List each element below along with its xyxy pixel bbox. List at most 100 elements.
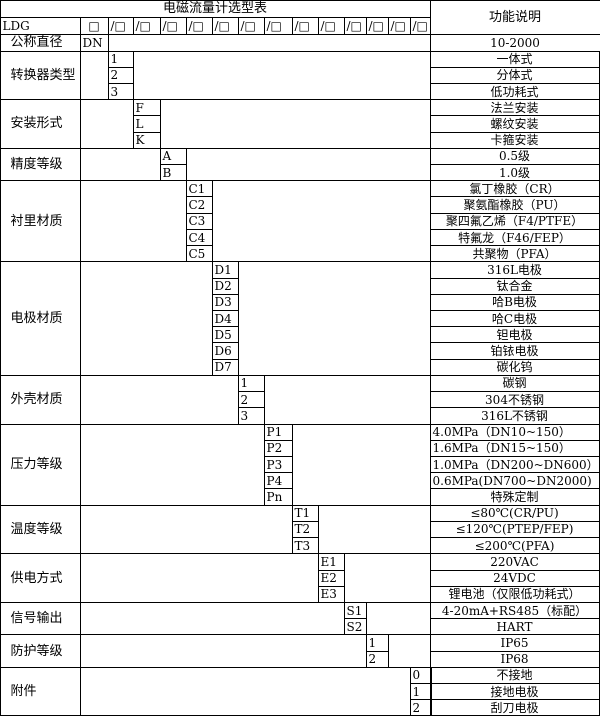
option-code: C2	[185, 196, 213, 214]
blank-cell	[132, 50, 431, 101]
group-label: 温度等级	[0, 504, 81, 555]
option-code: C5	[185, 245, 213, 263]
option-desc: 聚四氟乙烯（F4/PTFE）	[429, 212, 600, 230]
option-desc: 316L不锈钢	[429, 407, 600, 425]
option-code: B	[159, 164, 187, 182]
option-code: 1	[365, 634, 389, 652]
option-code: P4	[263, 472, 293, 490]
diameter-code: DN	[79, 33, 109, 52]
model-code-box: /□	[237, 16, 265, 35]
option-code: D2	[211, 277, 239, 295]
group-label: 供电方式	[0, 553, 81, 603]
option-code: A	[159, 147, 187, 166]
model-code-box: /□	[291, 16, 319, 35]
option-code: P1	[263, 423, 293, 441]
blank-cell	[387, 634, 431, 668]
option-code: E3	[317, 585, 345, 603]
option-desc: 特殊定制	[429, 488, 600, 506]
option-code: D4	[211, 310, 239, 328]
blank-cell	[79, 553, 319, 603]
model-code-box: /□	[409, 16, 431, 35]
option-desc: 哈C电极	[429, 310, 600, 328]
blank-cell	[79, 261, 213, 376]
option-code: 2	[409, 699, 431, 716]
blank-cell	[291, 423, 431, 506]
option-desc: 接地电极	[429, 683, 600, 701]
option-desc: 法兰安装	[429, 99, 600, 117]
option-code: S2	[343, 618, 367, 636]
option-desc: 哈B电极	[429, 293, 600, 311]
option-desc: IP65	[429, 634, 600, 652]
blank-cell	[79, 374, 239, 425]
model-code-box: /□	[263, 16, 293, 35]
option-code: D7	[211, 358, 239, 376]
blank-cell	[317, 504, 431, 555]
model-code-box: /□	[343, 16, 367, 35]
blank-cell	[79, 504, 293, 555]
option-code: 1	[237, 374, 265, 393]
option-code: 2	[237, 391, 265, 409]
blank-cell	[79, 99, 134, 149]
option-code: S1	[343, 601, 367, 620]
group-label: 外壳材质	[0, 374, 81, 425]
option-desc: IP68	[429, 650, 600, 668]
option-desc: 1.6MPa（DN15~150）	[429, 439, 600, 457]
option-desc: 1.0MPa（DN200~DN600）	[429, 455, 600, 474]
option-code: 1	[107, 50, 134, 68]
model-code-box: /□	[317, 16, 345, 35]
option-desc: 24VDC	[429, 569, 600, 587]
option-code: C4	[185, 228, 213, 247]
option-desc: 氯丁橡胶（CR）	[429, 180, 600, 198]
option-desc: HART	[429, 618, 600, 636]
blank-cell	[211, 180, 431, 263]
blank-cell	[365, 601, 431, 636]
function-header: 功能说明	[429, 0, 600, 35]
option-code: C1	[185, 180, 213, 198]
group-label: 衬里材质	[0, 180, 81, 263]
option-desc: 1.0级	[429, 164, 600, 182]
group-label: 转换器类型	[0, 50, 81, 101]
option-code: L	[132, 115, 161, 133]
option-desc: 碳化钨	[429, 358, 600, 376]
model-code-box: /□	[387, 16, 411, 35]
diameter-desc: 10-2000	[429, 33, 600, 52]
option-desc: 特氟龙（F46/FEP）	[429, 228, 600, 247]
option-desc: 304不锈钢	[429, 391, 600, 409]
model-code-box: /□	[107, 16, 134, 35]
option-desc: 螺纹安装	[429, 115, 600, 133]
option-desc: 316L电极	[429, 261, 600, 279]
option-desc: ≤200℃(PFA)	[429, 537, 600, 555]
option-code: P2	[263, 439, 293, 457]
option-desc: 分体式	[429, 66, 600, 84]
blank-cell	[79, 180, 187, 263]
option-code: 1	[409, 683, 431, 701]
option-code: C3	[185, 212, 213, 230]
blank-cell	[107, 33, 431, 52]
model-prefix: LDG	[0, 16, 81, 35]
option-code: Pn	[263, 488, 293, 506]
option-desc: 不接地	[429, 666, 600, 685]
option-desc: 聚氨酯橡胶（PU）	[429, 196, 600, 214]
blank-cell	[343, 553, 431, 603]
option-desc: ≤80℃(CR/PU)	[429, 504, 600, 522]
option-code: 2	[365, 650, 389, 668]
group-label: 信号输出	[0, 601, 81, 636]
option-code: E2	[317, 569, 345, 587]
option-code: T1	[291, 504, 319, 522]
model-code-box: /□	[159, 16, 187, 35]
option-desc: 钛合金	[429, 277, 600, 295]
table-title: 电磁流量计选型表	[0, 0, 431, 18]
option-desc: 220VAC	[429, 553, 600, 571]
option-code: T2	[291, 520, 319, 539]
option-desc: 低功耗式	[429, 82, 600, 101]
blank-cell	[79, 50, 109, 101]
group-label: 附件	[0, 666, 81, 716]
option-code: 2	[107, 66, 134, 84]
option-code: F	[132, 99, 161, 117]
group-label: 安装形式	[0, 99, 81, 149]
blank-cell	[79, 147, 161, 182]
option-desc: 4-20mA+RS485（标配）	[429, 601, 600, 620]
option-desc: 碳钢	[429, 374, 600, 393]
group-label: 电极材质	[0, 261, 81, 376]
blank-cell	[263, 374, 431, 425]
